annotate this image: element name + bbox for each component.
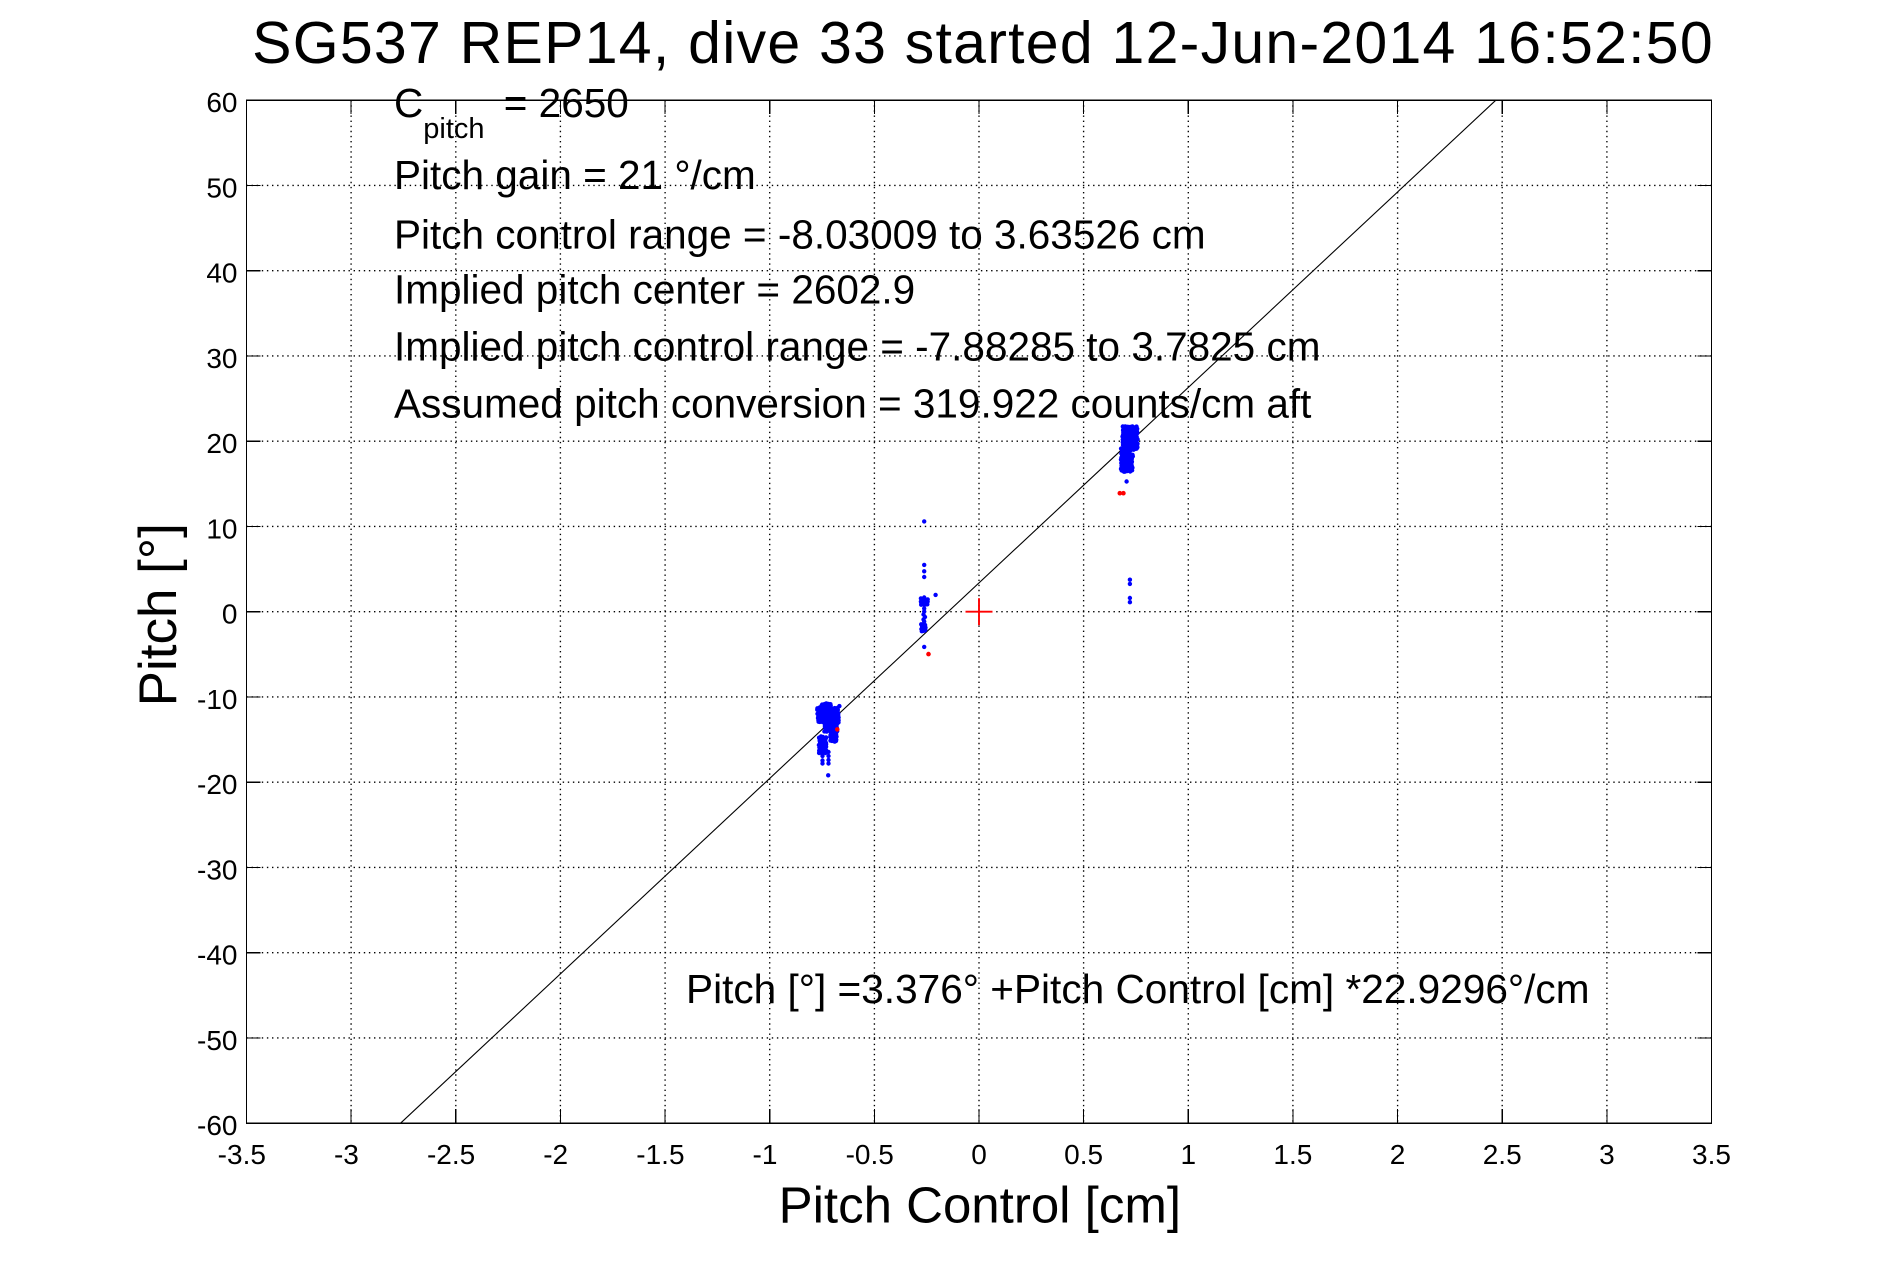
svg-text:-40: -40 <box>197 940 237 971</box>
svg-text:0: 0 <box>222 599 238 630</box>
svg-text:Pitch gain = 21 °/cm: Pitch gain = 21 °/cm <box>394 152 756 198</box>
svg-text:-1.5: -1.5 <box>636 1139 684 1170</box>
svg-text:Pitch [°] =3.376° +Pitch Contr: Pitch [°] =3.376° +Pitch Control [cm] *2… <box>686 966 1590 1012</box>
svg-text:40: 40 <box>206 258 237 289</box>
svg-text:Implied pitch control range =: Implied pitch control range = -7.88285 t… <box>394 324 1320 370</box>
svg-text:1: 1 <box>1181 1139 1197 1170</box>
svg-text:1.5: 1.5 <box>1273 1139 1312 1170</box>
svg-text:2: 2 <box>1390 1139 1406 1170</box>
svg-text:Assumed pitch conversion = 319: Assumed pitch conversion = 319.922 count… <box>394 381 1311 427</box>
svg-text:Pitch [°]: Pitch [°] <box>129 523 188 706</box>
svg-text:-30: -30 <box>197 855 237 886</box>
svg-text:-3.5: -3.5 <box>218 1139 266 1170</box>
svg-text:-20: -20 <box>197 769 237 800</box>
svg-text:SG537 REP14, dive 33 started 1: SG537 REP14, dive 33 started 12-Jun-2014… <box>252 10 1714 76</box>
svg-text:Pitch control range = -8.03009: Pitch control range = -8.03009 to 3.6352… <box>394 212 1206 258</box>
svg-text:-3: -3 <box>334 1139 359 1170</box>
svg-text:2.5: 2.5 <box>1483 1139 1522 1170</box>
svg-text:50: 50 <box>206 172 237 203</box>
svg-text:3: 3 <box>1599 1139 1615 1170</box>
svg-text:60: 60 <box>206 87 237 118</box>
svg-text:Cpitch = 2650: Cpitch = 2650 <box>394 80 629 145</box>
svg-text:30: 30 <box>206 343 237 374</box>
svg-text:20: 20 <box>206 428 237 459</box>
svg-text:-50: -50 <box>197 1025 237 1056</box>
svg-text:3.5: 3.5 <box>1692 1139 1731 1170</box>
svg-text:10: 10 <box>206 514 237 545</box>
svg-text:Pitch Control [cm]: Pitch Control [cm] <box>779 1176 1181 1233</box>
svg-text:0.5: 0.5 <box>1064 1139 1103 1170</box>
svg-text:-10: -10 <box>197 684 237 715</box>
svg-text:-0.5: -0.5 <box>846 1139 894 1170</box>
svg-text:-60: -60 <box>197 1110 237 1141</box>
svg-text:Implied pitch center = 2602.9: Implied pitch center = 2602.9 <box>394 266 915 312</box>
svg-text:-2: -2 <box>543 1139 568 1170</box>
svg-text:0: 0 <box>971 1139 987 1170</box>
svg-text:-1: -1 <box>753 1139 778 1170</box>
svg-text:-2.5: -2.5 <box>427 1139 475 1170</box>
